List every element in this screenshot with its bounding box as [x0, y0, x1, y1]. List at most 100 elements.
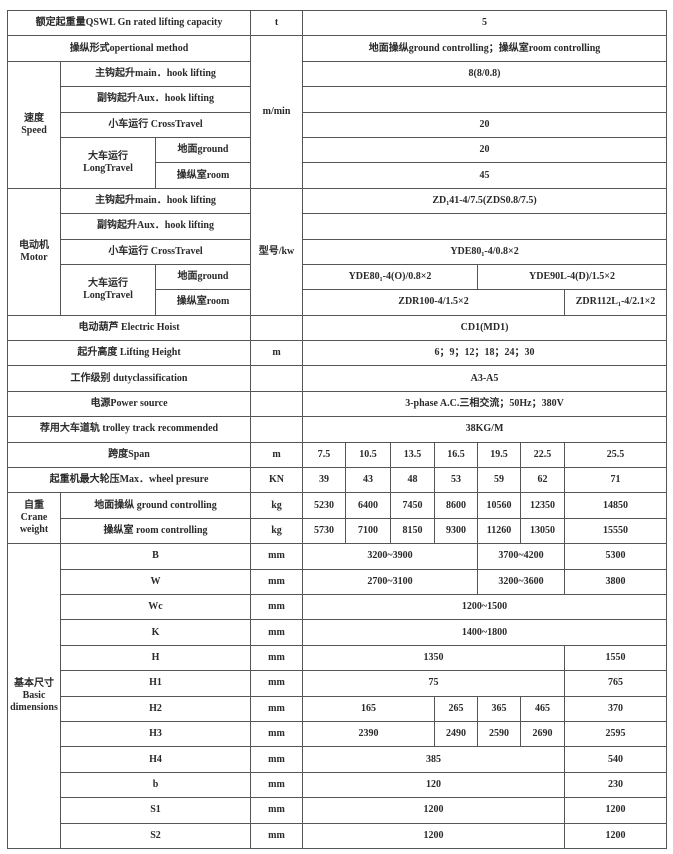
value-cell: 38KG/M: [301, 416, 668, 443]
unit-cell: kg: [250, 517, 303, 545]
unit-cell: mm: [250, 670, 303, 697]
item-label-cell: H3: [60, 720, 251, 748]
value-cell: 71: [563, 467, 668, 494]
unit-cell: mm: [250, 593, 303, 621]
value-cell: [301, 86, 668, 113]
value-cell: 120: [302, 771, 565, 799]
unit-cell: [250, 390, 303, 418]
value-cell: 5230: [302, 492, 346, 519]
value-cell: 230: [563, 771, 668, 799]
value-cell: 8150: [390, 517, 435, 545]
value-cell: 48: [390, 467, 435, 494]
item-label-cell: 起重机最大轮压Max．wheel presure: [7, 467, 251, 494]
item-label-cell: 地面操纵 ground controlling: [60, 492, 251, 519]
table-row: 副钩起升Aux．hook lifting: [8, 86, 668, 113]
unit-cell: m: [250, 340, 303, 367]
table-row: 操纵形式opertional method m/min 地面操纵ground con…: [7, 35, 668, 189]
value-cell: 11260: [477, 517, 521, 545]
item-label-cell: K: [60, 619, 251, 646]
unit-cell: [250, 365, 303, 392]
value-cell: 165: [302, 695, 435, 722]
item-label-cell: H2: [60, 695, 251, 722]
value-cell: 19.5: [477, 441, 521, 469]
item-label-cell: 大车运行 LongTravel: [60, 263, 156, 316]
value-cell: 5: [301, 9, 668, 37]
value-cell: ZDR112L₁-4/2.1×2: [563, 289, 668, 316]
item-label-cell: H1: [60, 670, 251, 697]
sub-label-cell: 操纵室room: [155, 289, 251, 316]
item-label-cell: H4: [60, 746, 251, 773]
value-cell: 1200~1500: [301, 593, 668, 621]
value-cell: ZD₁41-4/7.5(ZDS0.8/7.5): [301, 187, 668, 215]
value-cell: 7100: [345, 517, 391, 545]
table-row: 工作级别 dutyclassification A3-A5: [7, 365, 668, 392]
table-row: 电源Power source 3-phase A.C.三相交流；50Hz；380V: [7, 390, 668, 418]
value-cell: 3700~4200: [477, 543, 565, 570]
value-cell: 6400: [345, 492, 391, 519]
table-row: S2 mm 1200 1200: [8, 822, 668, 849]
table-row: 操纵室room ZDR100-4/1.5×2 ZDR112L₁-4/2.1×2: [8, 289, 668, 316]
group-label-cell: 自重 Crane weight: [7, 492, 61, 545]
table-row: H1 mm 75 765: [8, 670, 668, 697]
value-cell: A3-A5: [301, 365, 668, 392]
table-row: 副钩起升Aux．hook lifting: [8, 213, 668, 240]
unit-cell: mm: [250, 619, 303, 646]
unit-cell: mm: [250, 720, 303, 748]
unit-cell: mm: [250, 568, 303, 595]
group-label-cell: 电动机 Motor: [7, 187, 61, 316]
capacity-label-cell: 额定起重量QSWL Gn rated lifting capacity: [7, 9, 251, 37]
value-cell: 7.5: [302, 441, 346, 469]
item-label-cell: 电动葫芦 Electric Hoist: [7, 314, 251, 342]
item-label-cell: 副钩起升Aux．hook lifting: [60, 86, 251, 113]
value-cell: 8600: [434, 492, 478, 519]
value-cell: 1400~1800: [301, 619, 668, 646]
value-cell: 7450: [390, 492, 435, 519]
table-row: 大车运行 LongTravel 地面ground 20: [8, 136, 668, 189]
table-row: H3 mm 2390 2490 2590 2690 2595: [8, 720, 668, 748]
item-label-cell: H: [60, 644, 251, 672]
value-cell: 365: [477, 695, 521, 722]
value-cell: 6；9；12；18；24；30: [301, 340, 668, 367]
table-row: 小车运行 CrossTravel 20: [8, 111, 668, 138]
value-cell: CD1(MD1): [301, 314, 668, 342]
value-cell: 15550: [563, 517, 668, 545]
value-cell: YDE90L-4(D)/1.5×2: [476, 263, 668, 291]
sub-label-cell: 地面ground: [155, 136, 251, 164]
value-cell: 2700~3100: [302, 568, 478, 595]
unit-cell: KN: [250, 467, 303, 494]
unit-cell: mm: [250, 695, 303, 722]
value-cell: 20: [301, 136, 668, 164]
table-row: 小车运行 CrossTravel YDE80₁-4/0.8×2: [8, 238, 668, 265]
value-cell: 8(8/0.8): [301, 60, 668, 88]
value-cell: 43: [345, 467, 391, 494]
table-row: Wc mm 1200~1500: [8, 593, 668, 621]
table-row: H2 mm 165 265 365 465 370: [8, 695, 668, 722]
value-cell: 59: [477, 467, 521, 494]
item-label-cell: 小车运行 CrossTravel: [60, 238, 251, 265]
item-label-cell: 主钩起升main．hook lifting: [60, 187, 251, 215]
value-cell: 765: [563, 670, 668, 697]
value-cell: 45: [301, 162, 668, 189]
table-row: S1 mm 1200 1200: [8, 797, 668, 824]
item-label-cell: 电源Power source: [7, 390, 251, 418]
table-row: 跨度Span m 7.5 10.5 13.5 16.5 19.5 22.5 25.5: [7, 441, 668, 469]
item-label-cell: Wc: [60, 593, 251, 621]
operation-label-cell: 操纵形式opertional method: [7, 35, 251, 62]
value-cell: 9300: [434, 517, 478, 545]
value-cell: 465: [520, 695, 565, 722]
unit-cell: [250, 416, 303, 443]
group-label-cell: 速度 Speed: [7, 60, 61, 189]
table-row: 起升高度 Lifting Height m 6；9；12；18；24；30: [7, 340, 668, 367]
value-cell: 3200~3600: [477, 568, 565, 595]
value-cell: 1550: [563, 644, 668, 672]
value-cell: 5300: [563, 543, 668, 570]
value-cell: 10.5: [345, 441, 391, 469]
value-cell: 13.5: [390, 441, 435, 469]
value-cell: 1200: [563, 797, 668, 824]
unit-cell: [250, 314, 303, 342]
value-cell: 12350: [520, 492, 565, 519]
table-row: H4 mm 385 540: [8, 746, 668, 773]
unit-cell: 型号/kw: [250, 187, 303, 316]
